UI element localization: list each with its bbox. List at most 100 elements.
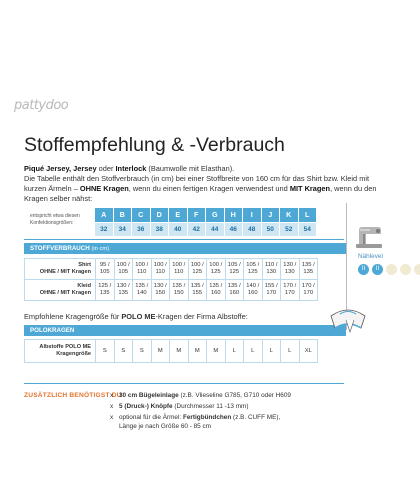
- midline-text: Empfohlene Kragengröße für: [24, 312, 122, 321]
- item-bold: 5 (Druck-) Knöpfe: [119, 403, 173, 410]
- stoff-cell: 135 /160: [206, 279, 226, 301]
- stoff-cell: 105 /125: [243, 258, 263, 280]
- zusatz-title: ZUSÄTZLICH BENÖTIGST DU: [24, 392, 122, 399]
- polo-cell: L: [243, 339, 263, 363]
- polo-cell: M: [169, 339, 189, 363]
- polo-row-label: Albstoffe POLO ME Kragengröße: [24, 339, 96, 363]
- stoffverbrauch-table: Shirt OHNE / MIT Kragen 95 /105 100 /105 100…: [24, 258, 318, 301]
- size-number-cell: 52: [280, 222, 298, 236]
- naehlevel-label: Nählevel: [358, 253, 383, 260]
- stoff-cell: 100 /110: [169, 258, 189, 280]
- size-letter-cell: A: [95, 208, 113, 222]
- intro-text-part: oder: [96, 164, 116, 173]
- zusatz-item: x optional für die Ärmel: Fertigbündchen …: [110, 414, 280, 422]
- zusatz-item: Länge je nach Größe 60 - 85 cm: [110, 423, 211, 431]
- row-label-line: OHNE / MIT Kragen: [39, 290, 91, 296]
- size-letter-cell: J: [261, 208, 279, 222]
- polo-cell: L: [261, 339, 281, 363]
- stoff-row-label: Shirt OHNE / MIT Kragen: [24, 258, 96, 280]
- row-label-line: Shirt: [78, 262, 91, 269]
- midline-text: -Kragen der Firma Albstoffe:: [155, 312, 248, 321]
- intro-text-part: (Baumwolle mit Elasthan).: [146, 164, 235, 173]
- naehlevel-dots: II II: [358, 264, 420, 275]
- polo-cell: M: [206, 339, 226, 363]
- item-text: optional für die Ärmel:: [119, 414, 183, 421]
- level-dot: [400, 264, 411, 275]
- side-divider: [346, 203, 347, 330]
- stoff-cell: 135 /155: [187, 279, 207, 301]
- stoff-cell: 135 /150: [169, 279, 189, 301]
- stoff-cell: 100 /105: [113, 258, 133, 280]
- level-dot: [414, 264, 420, 275]
- item-text: (z.B. CUFF ME),: [231, 414, 281, 421]
- size-number-cell: 40: [169, 222, 187, 236]
- divider: [24, 239, 344, 240]
- item-bold: 30 cm Bügeleinlage: [119, 392, 179, 399]
- stoff-cell: 105 /125: [224, 258, 244, 280]
- item-text: Länge je nach Größe 60 - 85 cm: [119, 423, 212, 430]
- level-dot: [386, 264, 397, 275]
- size-letter-cell: G: [206, 208, 224, 222]
- polo-cell: XL: [298, 339, 318, 363]
- intro-bold: Interlock: [115, 164, 147, 173]
- polokragen-table: Albstoffe POLO ME Kragengröße S S S M M M M L L L L X…: [24, 339, 318, 363]
- konfektion-label: entspricht etwa diesen Konfektionsgrößen…: [30, 213, 80, 226]
- size-number-cell: 54: [298, 222, 316, 236]
- item-bold: Fertigbündchen: [182, 414, 232, 421]
- stoff-row: Shirt OHNE / MIT Kragen 95 /105 100 /105 100…: [24, 258, 318, 280]
- item-text: (z.B. Vlieseline G785, G710 oder H609: [178, 392, 291, 399]
- stoff-cell: 140 /160: [243, 279, 263, 301]
- size-number-cell: 48: [243, 222, 261, 236]
- stoff-cell: 110 /130: [261, 258, 281, 280]
- intro-text-part: , wenn du den Kragen selber nähst:: [24, 184, 377, 203]
- divider: [24, 383, 344, 384]
- size-letter-cell: B: [113, 208, 131, 222]
- sewing-machine-icon: [356, 227, 382, 248]
- kragen-recommendation: Empfohlene Kragengröße für POLO ME-Krage…: [24, 312, 248, 321]
- stoff-cell: 100 /110: [132, 258, 152, 280]
- stoff-cell: 100 /125: [206, 258, 226, 280]
- stoffverbrauch-title: STOFFVERBRAUCH: [30, 245, 90, 252]
- size-letter-cell: D: [150, 208, 168, 222]
- stoff-cell: 130 /135: [113, 279, 133, 301]
- stoff-row: Kleid OHNE / MIT Kragen 125 /135 130 /135 13…: [24, 279, 318, 301]
- bullet-x: x: [110, 392, 114, 399]
- size-number-cell: 44: [206, 222, 224, 236]
- stoff-cell: 100 /110: [150, 258, 170, 280]
- stoff-cell: 125 /135: [95, 279, 115, 301]
- size-letter-cell: L: [298, 208, 316, 222]
- brand-logo: pattydoo: [14, 98, 69, 113]
- size-letter-cell: K: [280, 208, 298, 222]
- bullet-x: x: [110, 414, 114, 421]
- polo-cell: M: [150, 339, 170, 363]
- stoff-cell: 130 /150: [150, 279, 170, 301]
- size-number-cell: 38: [150, 222, 168, 236]
- polo-cell: L: [224, 339, 244, 363]
- size-letter-cell: E: [169, 208, 187, 222]
- size-number-cell: 32: [95, 222, 113, 236]
- polo-cell: S: [132, 339, 152, 363]
- polokragen-header: POLOKRAGEN: [24, 325, 346, 336]
- size-number-cell: 46: [224, 222, 242, 236]
- intro-bold: OHNE Kragen: [79, 184, 129, 193]
- stoff-cell: 135 /160: [224, 279, 244, 301]
- polo-cell: S: [95, 339, 115, 363]
- stoff-cell: 170 /170: [280, 279, 300, 301]
- intro-text-part: , wenn du einen fertigen Kragen verwende…: [128, 184, 290, 193]
- midline-bold: POLO ME: [121, 312, 156, 321]
- polo-cell: M: [187, 339, 207, 363]
- intro-text: Piqué Jersey, Jersey oder Interlock (Bau…: [24, 164, 384, 204]
- size-number-cell: 42: [187, 222, 205, 236]
- polo-cell: S: [113, 339, 133, 363]
- size-letter-cell: H: [224, 208, 242, 222]
- stoff-cell: 130 /130: [280, 258, 300, 280]
- size-letter-cell: C: [132, 208, 150, 222]
- size-letter-cell: I: [243, 208, 261, 222]
- size-numbers-row: 32 34 36 38 40 42 44 46 48 50 52 54: [95, 222, 316, 236]
- row-label-line: OHNE / MIT Kragen: [39, 269, 91, 275]
- level-dot: II: [372, 264, 383, 275]
- item-text: (Durchmesser 11 -13 mm): [172, 403, 249, 410]
- zusatz-item: x 5 (Druck-) Knöpfe (Durchmesser 11 -13 m…: [110, 403, 249, 411]
